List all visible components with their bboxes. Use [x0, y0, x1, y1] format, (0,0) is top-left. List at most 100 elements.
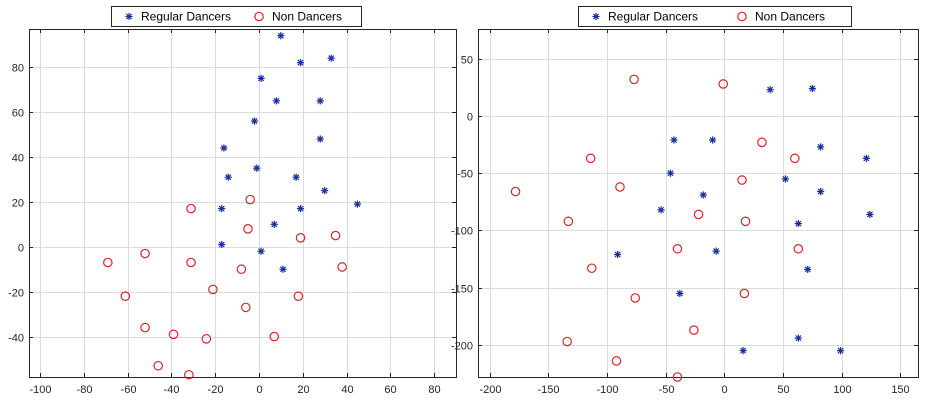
- non-dancer-point: [793, 243, 804, 254]
- regular-dancer-point: [739, 347, 747, 355]
- non-dancer-point: [693, 209, 704, 220]
- regular-dancer-point: [699, 191, 707, 199]
- regular-dancer-point: [614, 250, 622, 259]
- y-tick-label: -40: [8, 333, 24, 345]
- x-tick-label: 20: [297, 384, 309, 396]
- regular-dancer-point: [712, 247, 720, 255]
- legend-non-marker: [254, 11, 264, 22]
- y-tick-label: -100: [451, 226, 473, 238]
- regular-dancer-point: [353, 200, 362, 208]
- regular-dancer-point: [817, 143, 825, 151]
- y-tick-label: -150: [451, 284, 473, 296]
- x-tick-label: -80: [77, 384, 93, 396]
- regular-dancer-point: [218, 240, 226, 249]
- non-dancer-point: [672, 372, 683, 382]
- regular-dancer-point: [709, 136, 717, 144]
- regular-dancer-point: [808, 84, 816, 93]
- x-tick-label: -20: [208, 384, 224, 396]
- non-dancer-point: [184, 369, 194, 380]
- non-dancer-point: [140, 322, 150, 333]
- non-dancer-point: [330, 230, 341, 241]
- regular-dancer-point: [220, 144, 228, 152]
- right-scatter-panel: -200 -150 -100 -50 0 50 100 150 -200 -150 -100 -50 0…: [451, 6, 919, 396]
- x-tick-label: -150: [537, 384, 559, 396]
- non-dancer-point: [757, 137, 767, 148]
- regular-dancer-point: [224, 173, 232, 181]
- regular-dancer-point: [279, 265, 287, 273]
- legend-non-marker: [737, 11, 747, 22]
- non-dancer-point: [737, 175, 747, 185]
- non-dancer-point: [689, 325, 699, 335]
- regular-dancer-point: [270, 220, 278, 228]
- axes-box: [29, 29, 457, 378]
- non-dancer-point: [615, 182, 625, 192]
- y-tick-label: 0: [467, 112, 473, 124]
- non-dancer-point: [585, 153, 596, 164]
- data-points: [510, 74, 874, 382]
- non-dancer-point: [563, 216, 574, 227]
- x-tick-label: -50: [659, 384, 675, 396]
- non-dancer-point: [153, 360, 163, 371]
- non-dancer-point: [739, 288, 750, 299]
- regular-dancer-point: [272, 97, 281, 105]
- legend-regular-marker: [592, 12, 600, 21]
- non-dancer-point: [672, 243, 683, 254]
- non-dancer-point: [208, 284, 218, 295]
- regular-dancer-point: [794, 220, 802, 228]
- regular-dancer-point: [321, 187, 329, 195]
- legend: Regular Dancers Non Dancers: [578, 6, 852, 27]
- non-dancer-point: [243, 224, 253, 234]
- non-dancer-point: [269, 331, 280, 342]
- y-tick-label: 80: [12, 63, 24, 75]
- regular-dancer-point: [257, 74, 265, 82]
- x-tick-label: -100: [29, 384, 51, 396]
- regular-dancer-point: [316, 135, 324, 143]
- non-dancer-point: [630, 293, 641, 303]
- y-tick-label: -20: [8, 288, 24, 300]
- regular-dancer-point: [670, 136, 678, 144]
- non-dancer-point: [245, 194, 255, 205]
- regular-dancer-point: [666, 169, 675, 177]
- axes-box: [478, 29, 919, 378]
- regular-dancer-point: [327, 54, 335, 62]
- regular-dancer-point: [766, 86, 774, 94]
- non-dancer-point: [510, 186, 521, 197]
- non-dancer-point: [337, 262, 347, 272]
- regular-dancer-point: [253, 164, 261, 172]
- legend-regular-label: Regular Dancers: [608, 10, 698, 24]
- regular-dancer-point: [794, 334, 802, 342]
- regular-dancer-point: [218, 205, 226, 213]
- y-tick-label: -50: [457, 169, 473, 181]
- non-dancer-point: [629, 74, 639, 85]
- y-tick-label: 60: [12, 108, 24, 120]
- legend-box: [578, 6, 852, 27]
- non-dancer-point: [168, 329, 179, 340]
- legend-box: [111, 6, 362, 27]
- regular-dancer-point: [296, 59, 305, 67]
- y-tick-label: 20: [12, 198, 24, 210]
- x-tick-label: 40: [341, 384, 353, 396]
- non-dancer-point: [201, 334, 212, 344]
- regular-dancer-point: [277, 32, 285, 40]
- x-tick-label: 150: [891, 384, 909, 396]
- non-dancer-point: [587, 263, 597, 274]
- x-tick-label: 0: [721, 384, 727, 396]
- non-dancer-point: [186, 203, 196, 214]
- non-dancer-point: [120, 291, 131, 301]
- regular-dancer-point: [316, 97, 324, 105]
- regular-dancer-point: [657, 206, 665, 214]
- non-dancer-point: [103, 257, 113, 268]
- grid: [29, 29, 456, 377]
- x-tick-label: -40: [164, 384, 180, 396]
- non-dancer-point: [740, 216, 751, 227]
- non-dancer-point: [611, 356, 622, 366]
- regular-dancer-point: [257, 247, 265, 255]
- x-tick-label: 100: [833, 384, 851, 396]
- grid: [478, 29, 918, 377]
- non-dancer-point: [186, 257, 196, 268]
- non-dancer-point: [562, 336, 572, 347]
- x-tick-label: 60: [384, 384, 396, 396]
- non-dancer-point: [789, 153, 800, 164]
